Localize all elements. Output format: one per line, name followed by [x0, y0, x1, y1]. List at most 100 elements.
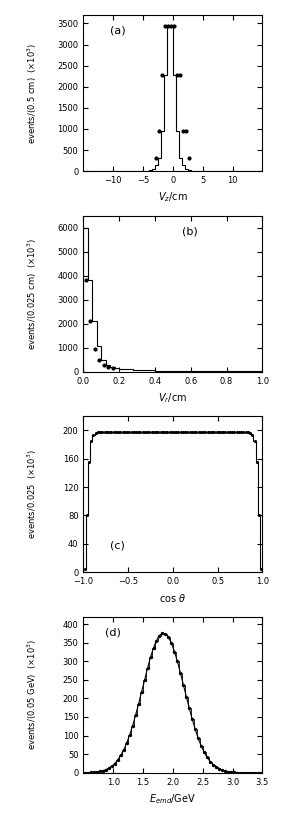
- Point: [83, 766, 87, 779]
- Point: [97, 354, 101, 367]
- Point: [148, 651, 153, 664]
- Point: [112, 757, 117, 770]
- Point: [250, 429, 254, 442]
- Point: [246, 426, 250, 439]
- Point: [208, 755, 212, 768]
- Point: [172, 20, 177, 33]
- Point: [163, 20, 168, 33]
- Point: [175, 655, 180, 668]
- Y-axis label: events/(0.025 cm)  ($\times10^3$): events/(0.025 cm) ($\times10^3$): [25, 238, 39, 350]
- Point: [96, 426, 100, 439]
- Point: [93, 427, 98, 440]
- Text: (d): (d): [105, 627, 121, 637]
- Point: [232, 766, 236, 779]
- Point: [199, 426, 203, 439]
- Point: [139, 686, 144, 699]
- Point: [212, 426, 217, 439]
- Point: [178, 426, 183, 439]
- Point: [160, 627, 165, 640]
- Point: [223, 764, 227, 777]
- Text: (c): (c): [110, 541, 125, 551]
- Point: [181, 426, 185, 439]
- Point: [88, 314, 92, 328]
- Point: [151, 641, 156, 654]
- Point: [87, 456, 91, 469]
- Point: [154, 151, 159, 164]
- Point: [210, 426, 214, 439]
- Point: [248, 427, 252, 440]
- Point: [176, 426, 181, 439]
- Point: [259, 562, 264, 576]
- Text: (a): (a): [110, 25, 126, 36]
- Point: [157, 124, 162, 137]
- Point: [181, 678, 186, 691]
- Point: [98, 765, 102, 778]
- Point: [89, 434, 93, 447]
- Point: [202, 745, 206, 759]
- Point: [160, 68, 165, 81]
- Point: [98, 426, 103, 439]
- Point: [234, 426, 239, 439]
- Point: [130, 719, 135, 732]
- Point: [205, 426, 210, 439]
- Point: [172, 645, 177, 658]
- Point: [220, 764, 224, 777]
- Point: [184, 690, 189, 704]
- Point: [230, 426, 235, 439]
- Point: [194, 426, 199, 439]
- X-axis label: $V_z$/cm: $V_z$/cm: [158, 190, 188, 204]
- Point: [185, 426, 190, 439]
- Point: [127, 426, 131, 439]
- Point: [167, 426, 172, 439]
- Point: [170, 426, 174, 439]
- Point: [256, 766, 260, 779]
- Y-axis label: events/0.025  ($\times10^3$): events/0.025 ($\times10^3$): [25, 449, 39, 539]
- Point: [129, 426, 134, 439]
- Text: (b): (b): [182, 227, 198, 236]
- Point: [152, 426, 156, 439]
- Point: [184, 124, 189, 137]
- Point: [252, 434, 257, 447]
- Point: [136, 426, 141, 439]
- Point: [118, 426, 123, 439]
- Point: [110, 361, 115, 374]
- Point: [192, 426, 197, 439]
- Point: [226, 765, 230, 778]
- Point: [253, 766, 257, 779]
- Point: [122, 743, 126, 756]
- Point: [217, 762, 222, 775]
- Point: [101, 358, 106, 371]
- Point: [105, 426, 109, 439]
- Point: [172, 426, 176, 439]
- Point: [116, 754, 120, 767]
- Point: [111, 426, 116, 439]
- Point: [225, 426, 230, 439]
- Point: [133, 709, 138, 722]
- X-axis label: $E_{emd}$/GeV: $E_{emd}$/GeV: [149, 792, 197, 806]
- Point: [259, 766, 263, 779]
- Point: [183, 426, 187, 439]
- Point: [219, 426, 223, 439]
- Point: [178, 666, 183, 679]
- Point: [166, 20, 171, 33]
- Point: [239, 426, 243, 439]
- Point: [89, 766, 93, 779]
- Point: [190, 426, 194, 439]
- Point: [101, 764, 105, 777]
- Point: [160, 426, 165, 439]
- Point: [114, 426, 118, 439]
- Point: [169, 20, 174, 33]
- Point: [208, 426, 212, 439]
- Point: [95, 765, 99, 778]
- Point: [163, 627, 168, 640]
- Point: [244, 766, 248, 779]
- Point: [104, 763, 108, 776]
- Y-axis label: events/(0.5 cm)  ($\times10^3$): events/(0.5 cm) ($\times10^3$): [25, 43, 39, 144]
- Point: [223, 426, 228, 439]
- Y-axis label: events/(0.05 GeV)  ($\times10^3$): events/(0.05 GeV) ($\times10^3$): [25, 639, 39, 750]
- Point: [211, 758, 216, 771]
- Point: [196, 732, 201, 745]
- Point: [163, 426, 167, 439]
- Point: [128, 728, 132, 741]
- Point: [118, 749, 123, 762]
